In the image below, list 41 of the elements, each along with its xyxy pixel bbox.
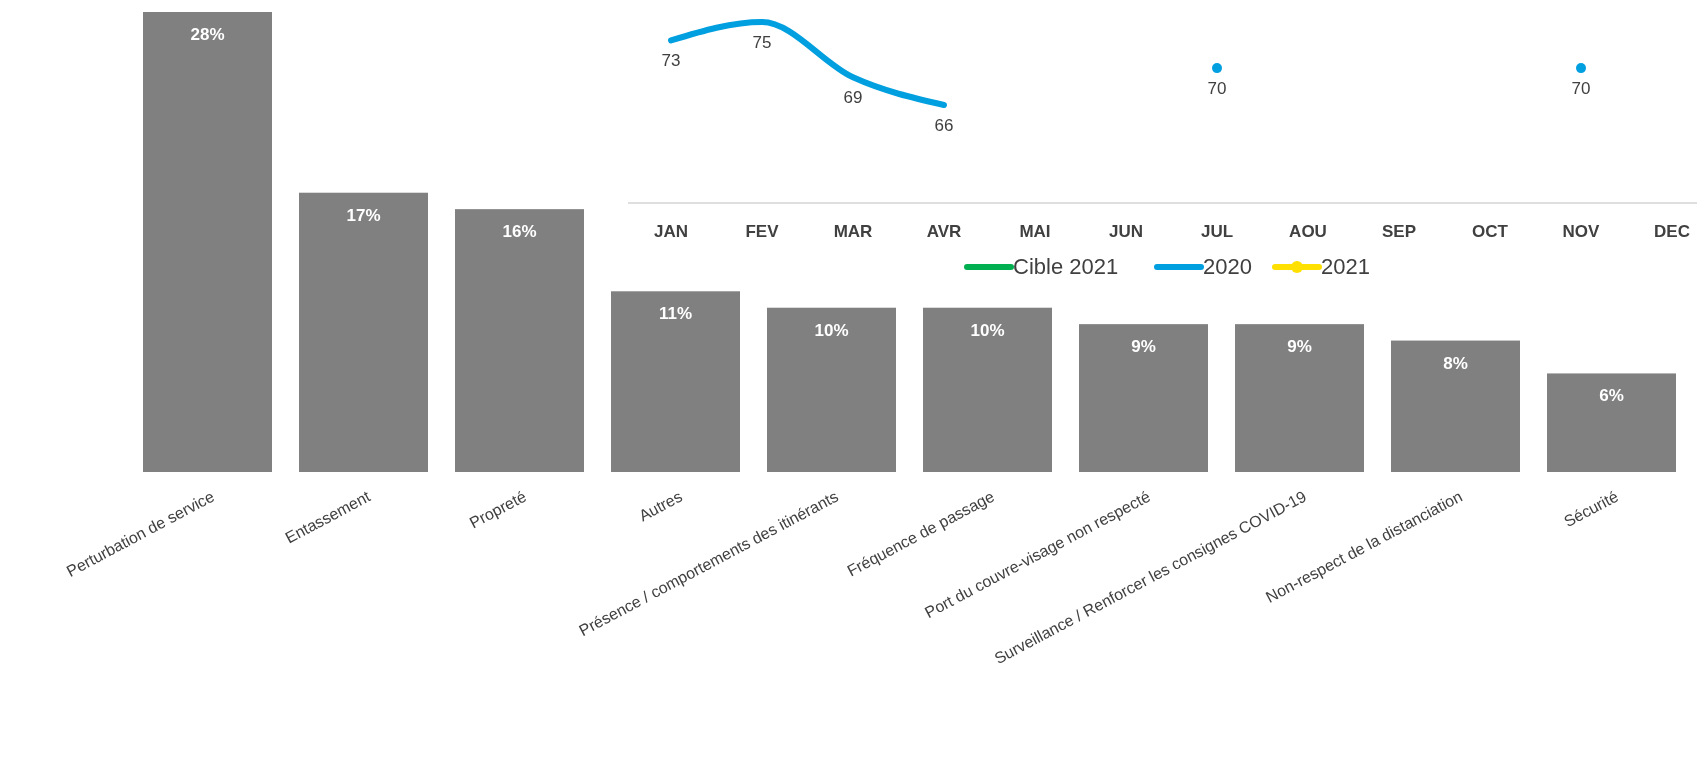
data-label: 17% (346, 205, 381, 225)
bar (143, 12, 272, 472)
bar (455, 209, 584, 472)
data-label: 16% (502, 222, 537, 242)
x-tick-label: JAN (653, 222, 689, 241)
x-tick-label: SEP (1381, 222, 1417, 241)
x-tick-label: AVR (926, 222, 962, 241)
x-tick-label: MAR (833, 222, 873, 241)
data-label: 70 (1571, 79, 1591, 99)
x-tick-label: JUN (1108, 222, 1144, 241)
bar (299, 192, 428, 472)
x-tick-label: MAI (1019, 222, 1051, 241)
data-label: 6% (1599, 386, 1624, 406)
bar (611, 291, 740, 472)
data-label: 75 (752, 33, 772, 52)
bar (1235, 324, 1364, 472)
x-tick-label: NOV (1562, 222, 1601, 241)
data-label: 10% (814, 320, 849, 340)
data-label: 10% (970, 320, 1005, 340)
bar (767, 307, 896, 472)
bar (1079, 324, 1208, 472)
legend-label: 2020 (1203, 254, 1252, 279)
data-label: 9% (1131, 337, 1156, 357)
x-tick-label: AOU (1289, 222, 1327, 241)
bar (1391, 340, 1520, 472)
data-label: 28% (190, 25, 225, 44)
bar (1547, 373, 1676, 472)
data-label: 9% (1287, 337, 1312, 357)
x-tick-label: FEV (745, 222, 780, 241)
x-tick-label: DEC (1654, 222, 1690, 241)
data-label: 8% (1443, 353, 1468, 373)
data-label: 70 (1207, 79, 1227, 99)
x-tick-label: JUL (1200, 222, 1234, 241)
bar (923, 307, 1052, 472)
data-label: 73 (661, 51, 681, 71)
legend-label: 2021 (1321, 254, 1370, 279)
legend-label: Cible 2021 (1013, 254, 1119, 279)
data-label: 66 (934, 116, 954, 135)
data-label: 11% (658, 304, 693, 324)
data-label: 69 (843, 88, 863, 108)
x-tick-label: OCT (1472, 222, 1509, 241)
